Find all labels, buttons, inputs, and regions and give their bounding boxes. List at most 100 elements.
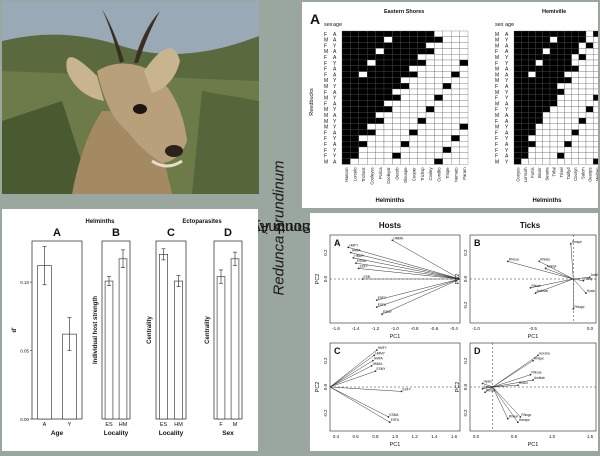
matrix-cell xyxy=(358,141,368,148)
y-tick-label: 0.0 xyxy=(463,275,468,282)
matrix-cell xyxy=(425,30,435,37)
matrix-cell xyxy=(434,106,443,113)
matrix-cell xyxy=(409,71,418,78)
matrix-cell xyxy=(442,106,452,113)
category-label: ES xyxy=(105,422,113,428)
matrix-cell xyxy=(375,94,385,101)
matrix-cell xyxy=(375,83,385,90)
column-label: Nemato xyxy=(453,167,458,182)
panel-letter: A xyxy=(53,227,61,239)
matrix-cell xyxy=(341,71,351,78)
matrix-cell xyxy=(571,36,579,43)
loading-label: ESMY xyxy=(377,367,387,371)
category-label: A xyxy=(43,422,47,428)
matrix-cell xyxy=(564,158,572,165)
row-sex-label: F xyxy=(495,61,498,67)
matrix-cell xyxy=(578,77,587,84)
matrix-cell xyxy=(375,59,385,66)
matrix-cell xyxy=(593,30,600,37)
matrix-cell xyxy=(434,141,443,148)
matrix-cell xyxy=(425,123,435,130)
matrix-cell xyxy=(564,117,572,124)
matrix-cell xyxy=(564,135,572,142)
loading-arrow xyxy=(381,278,461,315)
matrix-cell xyxy=(417,123,427,130)
matrix-cell xyxy=(528,42,536,49)
row-sex-label: M xyxy=(495,67,499,73)
loading-arrow xyxy=(358,268,461,280)
row-age-label: Y xyxy=(333,61,337,67)
column-label: Lorcelo xyxy=(353,167,358,181)
plot-frame xyxy=(469,234,597,324)
matrix-cell xyxy=(442,54,452,61)
matrix-cell xyxy=(392,77,401,84)
arrow-head xyxy=(388,421,391,424)
loading-label: ESFA xyxy=(391,418,400,422)
loading-label: ESFY xyxy=(403,387,412,391)
x-tick-label: 1.0 xyxy=(549,434,556,439)
bar xyxy=(37,265,52,420)
matrix-cell xyxy=(392,30,401,37)
x-tick-label: -1.6 xyxy=(332,326,340,331)
matrix-cell xyxy=(571,135,579,142)
y-axis-label: PC2 xyxy=(455,274,461,285)
matrix-cell xyxy=(571,88,579,95)
loading-label: Rhilab xyxy=(486,388,495,392)
matrix-cell xyxy=(549,65,558,72)
category-label: F xyxy=(219,422,223,428)
matrix-cell xyxy=(358,135,368,142)
matrix-cell xyxy=(557,83,565,90)
matrix-cell xyxy=(513,54,522,61)
panel-letter: D xyxy=(224,227,232,239)
matrix-cell xyxy=(513,88,522,95)
row-age-label: A xyxy=(333,130,337,136)
y-tick-label: 0.0 xyxy=(463,383,468,390)
column-label: Trichost xyxy=(361,167,366,183)
loading-arrow xyxy=(376,278,461,301)
matrix-cell xyxy=(367,117,376,124)
row-age-label: A xyxy=(333,159,337,165)
matrix-cell xyxy=(542,100,551,107)
loading-arrow xyxy=(484,386,493,393)
matrix-cell xyxy=(578,42,587,49)
arrow-head xyxy=(572,308,575,310)
matrix-cell xyxy=(542,65,551,72)
matrix-cell xyxy=(513,94,522,101)
matrix-cell xyxy=(557,42,565,49)
row-age-label: A xyxy=(505,101,509,107)
matrix-cell xyxy=(358,65,368,72)
matrix-cell xyxy=(350,146,359,153)
matrix-cell xyxy=(542,152,551,159)
incidence-matrix-hemiville: M AM YM AF AM YF YM AM AM YF AM YF YM AF YM AF AM YF AF YF A… xyxy=(495,30,600,182)
matrix-cell xyxy=(442,88,452,95)
arrow-head xyxy=(484,391,487,394)
row-age-label: A xyxy=(505,67,509,73)
matrix-cell xyxy=(571,100,579,107)
matrix-cell xyxy=(459,48,469,55)
y-tick-label: 0.2 xyxy=(323,249,328,256)
matrix-cell xyxy=(409,141,418,148)
matrix-cell xyxy=(392,100,401,107)
matrix-cell xyxy=(383,158,393,165)
arrow-head xyxy=(538,260,541,263)
row-age-label: A xyxy=(333,142,337,148)
matrix-cell xyxy=(434,135,443,142)
matrix-cell xyxy=(341,141,351,148)
row-sex-label: M xyxy=(324,84,328,90)
loading-arrow xyxy=(573,276,590,280)
matrix-cell xyxy=(535,135,543,142)
arrow-head xyxy=(532,359,534,362)
matrix-cell xyxy=(417,129,427,136)
row-age-label: Y xyxy=(505,125,509,131)
matrix-cell xyxy=(358,158,368,165)
row-sex-label: M xyxy=(495,55,499,61)
loading-label: Amblyc xyxy=(591,273,598,277)
loading-label: ESB xyxy=(364,275,370,279)
matrix-cell xyxy=(593,112,600,119)
matrix-cell xyxy=(367,152,376,159)
arrow-head xyxy=(582,279,585,282)
matrix-cell xyxy=(564,59,572,66)
loading-arrow xyxy=(392,240,461,280)
matrix-cell xyxy=(400,129,410,136)
